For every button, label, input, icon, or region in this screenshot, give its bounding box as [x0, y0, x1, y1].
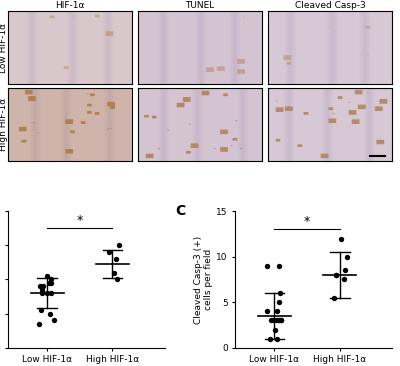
Title: Cleaved Casp-3: Cleaved Casp-3	[295, 1, 366, 10]
Title: TUNEL: TUNEL	[185, 1, 215, 10]
Title: HIF-1α: HIF-1α	[55, 1, 85, 10]
Point	[272, 326, 278, 332]
Point	[106, 249, 112, 255]
Point	[274, 309, 281, 314]
Point	[48, 290, 55, 296]
Point	[47, 311, 53, 317]
Point	[44, 273, 50, 279]
Point	[38, 307, 44, 313]
Point	[277, 290, 283, 296]
Point	[264, 263, 270, 269]
Point	[111, 270, 118, 276]
Point	[276, 317, 282, 323]
Point	[48, 280, 54, 286]
Point	[36, 321, 43, 327]
Point	[264, 309, 270, 314]
Point	[276, 299, 282, 305]
Point	[268, 317, 274, 323]
Point	[338, 236, 344, 242]
Point	[273, 317, 279, 323]
Point	[36, 283, 43, 289]
Point	[44, 290, 50, 296]
Point	[114, 277, 120, 283]
Point	[340, 277, 347, 283]
Point	[269, 317, 276, 323]
Point	[276, 263, 282, 269]
Point	[39, 290, 45, 296]
Point	[277, 317, 284, 323]
Text: C: C	[176, 205, 186, 219]
Point	[266, 336, 273, 341]
Point	[278, 317, 284, 323]
Point	[330, 295, 337, 300]
Y-axis label: Low HIF-1α: Low HIF-1α	[0, 23, 8, 73]
Y-axis label: Cleaved Casp-3 (+)
cells per field: Cleaved Casp-3 (+) cells per field	[194, 235, 213, 324]
Point	[333, 272, 339, 278]
Text: *: *	[304, 214, 310, 228]
Text: *: *	[77, 214, 83, 227]
Point	[113, 256, 119, 262]
Y-axis label: High HIF-1α: High HIF-1α	[0, 98, 8, 151]
Point	[39, 287, 46, 293]
Point	[344, 254, 350, 259]
Point	[274, 336, 280, 341]
Point	[275, 317, 281, 323]
Point	[40, 283, 46, 289]
Point	[342, 268, 348, 273]
Point	[48, 277, 54, 283]
Point	[46, 280, 52, 286]
Point	[116, 242, 122, 248]
Point	[51, 317, 58, 323]
Point	[332, 272, 339, 278]
